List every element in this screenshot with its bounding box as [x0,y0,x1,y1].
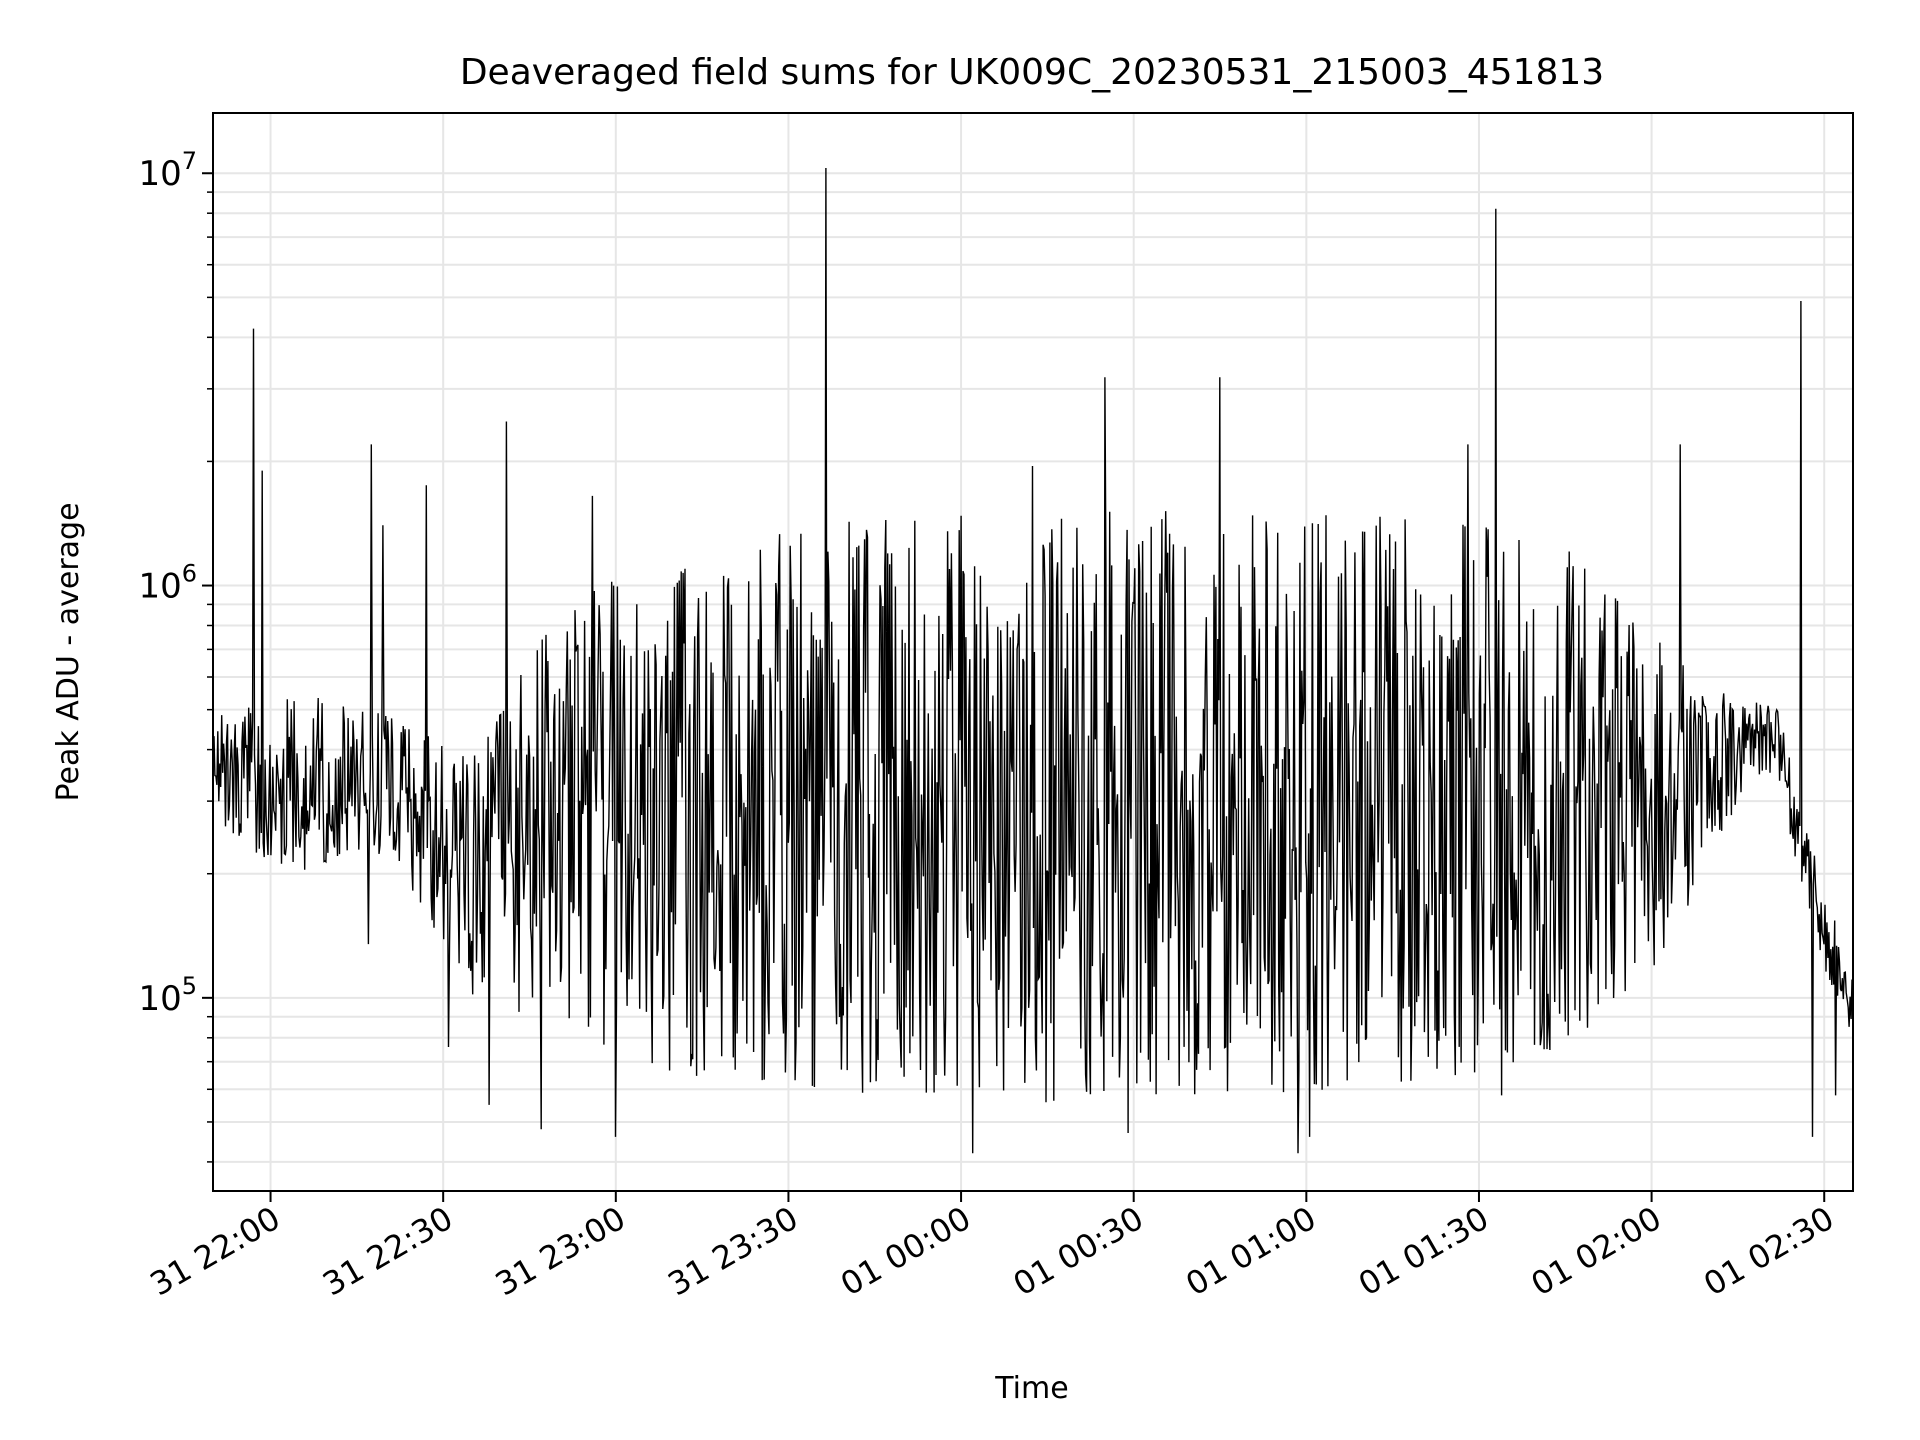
x-axis-label: Time [994,1371,1068,1406]
chart-title: Deaveraged field sums for UK009C_2023053… [460,52,1604,93]
data-line [212,167,1854,1154]
plot-frame [212,112,1854,1192]
y-tick-label: 107 [138,147,197,194]
y-axis-label: Peak ADU - average [51,502,86,801]
y-tick-label: 106 [138,560,197,607]
y-tick-label: 105 [138,972,197,1019]
y-axis: 105 106 107 [138,147,213,1163]
series-peak-adu [212,167,1854,1154]
